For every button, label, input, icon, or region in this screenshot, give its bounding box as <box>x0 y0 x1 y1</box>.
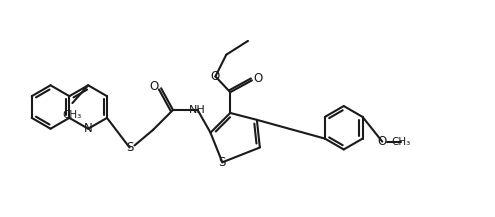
Text: S: S <box>219 156 226 169</box>
Text: O: O <box>378 135 387 148</box>
Text: O: O <box>211 70 220 83</box>
Text: CH₃: CH₃ <box>392 136 411 146</box>
Text: O: O <box>253 72 262 85</box>
Text: N: N <box>84 122 93 135</box>
Text: S: S <box>126 141 133 154</box>
Text: O: O <box>149 80 159 93</box>
Text: CH₃: CH₃ <box>63 110 82 120</box>
Text: NH: NH <box>189 105 206 115</box>
